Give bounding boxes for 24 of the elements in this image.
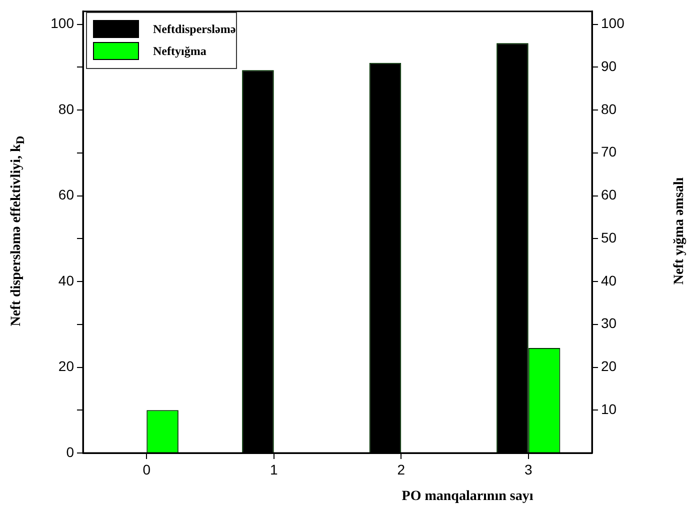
y2-tick-label: 90 [601,58,617,74]
y2-tick-label: 100 [601,15,625,32]
y2-tick-label: 70 [601,144,617,160]
y2-tick-label: 80 [601,100,617,117]
y-tick-label: 80 [58,100,74,117]
x-axis-title: PO manqalarının sayı [402,489,534,505]
y2-tick-label: 10 [601,400,617,417]
x-tick-label: 2 [397,461,406,478]
x-tick-label: 0 [142,461,151,478]
y2-tick-label: 40 [601,272,617,288]
y2-tick-label: 50 [601,229,617,246]
y2-tick-label: 60 [601,186,617,203]
y2-axis-title: Neft yığma әmsalı [672,177,688,285]
x-tick-label: 1 [270,461,278,478]
y-tick-label: 0 [66,444,74,460]
y2-tick-label: 20 [601,358,617,374]
y-tick-label: 100 [50,15,74,32]
x-tick-label: 3 [524,461,532,478]
legend-label: Neftdisperslәmә [153,22,236,36]
y-tick-label: 40 [58,272,74,288]
legend-label: Neftyığma [153,44,206,58]
y-tick-label: 20 [58,358,74,374]
y-tick-label: 60 [58,186,74,203]
y2-tick-label: 30 [601,315,617,332]
